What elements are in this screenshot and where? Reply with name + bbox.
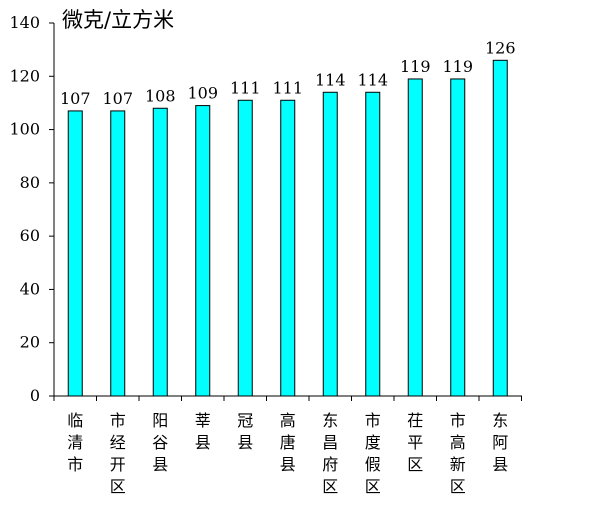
data-label: 126 [485, 38, 516, 57]
x-category-label: 莘县 [195, 411, 211, 452]
y-tick-label: 80 [20, 173, 40, 192]
x-category-label: 市度假区 [365, 411, 381, 496]
x-category-label: 阳谷县 [152, 411, 168, 474]
bar [407, 78, 423, 397]
bar [322, 91, 338, 397]
x-category-label: 临清市 [67, 411, 83, 474]
data-label: 108 [145, 86, 176, 105]
bar [195, 105, 211, 397]
x-category-label: 东阿县 [492, 411, 508, 474]
data-label: 109 [187, 84, 218, 103]
y-tick-label: 20 [20, 333, 40, 352]
data-label: 111 [272, 78, 303, 97]
data-label: 119 [442, 57, 473, 76]
y-tick-label: 120 [9, 66, 40, 85]
y-tick-label: 140 [9, 13, 40, 32]
bar [110, 110, 126, 397]
bar [152, 107, 168, 397]
bar [237, 99, 253, 397]
y-tick-label: 0 [30, 386, 40, 405]
data-label: 107 [102, 89, 133, 108]
bar [450, 78, 466, 397]
data-label: 114 [357, 70, 388, 89]
bar [365, 91, 381, 397]
data-label: 119 [400, 57, 431, 76]
data-label: 107 [60, 89, 91, 108]
x-category-label: 市高新区 [450, 411, 466, 496]
data-label: 111 [230, 78, 261, 97]
x-category-label: 高唐县 [280, 411, 296, 474]
x-category-label: 东昌府区 [322, 411, 338, 496]
y-tick-label: 60 [20, 226, 40, 245]
unit-label: 微克/立方米 [62, 8, 175, 32]
x-category-label: 冠县 [237, 411, 253, 452]
bar [280, 99, 296, 397]
y-tick-label: 100 [9, 120, 40, 139]
y-tick-label: 40 [20, 279, 40, 298]
bar [67, 110, 83, 397]
bar [492, 59, 508, 397]
x-category-label: 市经开区 [110, 411, 126, 496]
x-category-label: 茌平区 [407, 411, 423, 474]
data-label: 114 [315, 70, 346, 89]
